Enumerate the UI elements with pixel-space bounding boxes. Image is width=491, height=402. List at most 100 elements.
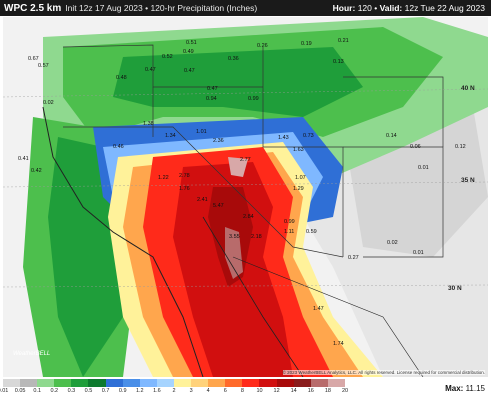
legend-tick: 6 <box>223 388 227 394</box>
valid-label: Valid: <box>379 3 403 13</box>
precip-value-label: 0.01 <box>413 250 424 256</box>
precip-value-label: 1.63 <box>293 147 304 153</box>
legend-swatch <box>327 379 345 387</box>
model-title: WPC 2.5 km <box>4 2 62 14</box>
precipitation-map: 40 N 35 N 30 N WeatherBELL 0.51 0.49 0.52 0… <box>3 17 488 377</box>
max-label: Max: <box>445 384 464 393</box>
legend-tick: 3 <box>189 388 193 394</box>
precip-value-label: 0.48 <box>116 75 127 81</box>
map-graphic <box>3 17 488 377</box>
precip-value-label: 0.99 <box>248 96 259 102</box>
legend-tick: 0.05 <box>14 388 26 394</box>
precip-value-label: 0.47 <box>207 86 218 92</box>
legend-swatch <box>88 379 106 387</box>
legend-swatch <box>242 379 260 387</box>
precip-value-label: 0.52 <box>162 54 173 60</box>
max-number: 11.15 <box>465 384 485 393</box>
legend-tick: 20 <box>341 388 349 394</box>
precip-legend: 0.01 0.05 0.1 0.2 0.3 0.5 0.7 0.9 1.2 1.6 2 3 4 6 8 10 1… <box>0 379 349 401</box>
precip-value-label: 0.21 <box>338 38 349 44</box>
precip-value-label: 0.51 <box>186 40 197 46</box>
legend-tick: 0.5 <box>84 388 93 394</box>
precip-value-label: 1.07 <box>295 175 306 181</box>
precip-value-label: 0.02 <box>43 100 54 106</box>
precip-value-label: 0.49 <box>183 49 194 55</box>
legend-swatch <box>122 379 140 387</box>
precip-value-label: 1.11 <box>284 229 295 235</box>
init-text: Init 12z 17 Aug 2023 • 120-hr Precipitat… <box>65 3 258 13</box>
legend-tick: 0.01 <box>0 388 9 394</box>
legend-tick: 0.2 <box>50 388 59 394</box>
legend-swatch <box>259 379 277 387</box>
precip-value-label: 2.41 <box>197 197 208 203</box>
legend-swatch <box>139 379 157 387</box>
legend-swatch <box>293 379 311 387</box>
precip-value-label: 1.38 <box>143 121 154 127</box>
precip-value-label: 0.67 <box>28 56 39 62</box>
precip-value-label: 0.57 <box>38 63 49 69</box>
legend-swatch <box>105 379 123 387</box>
legend-tick: 2 <box>172 388 176 394</box>
legend-swatch <box>156 379 174 387</box>
precip-value-label: 0.12 <box>455 144 466 150</box>
weatherbell-logo: WeatherBELL <box>13 351 51 357</box>
precip-value-label: 0.41 <box>18 156 29 162</box>
legend-colorbar <box>3 379 345 387</box>
precip-value-label: 0.94 <box>206 96 217 102</box>
precip-value-label: 1.01 <box>196 129 207 135</box>
legend-tick: 18 <box>324 388 331 394</box>
legend-swatch <box>71 379 89 387</box>
precip-value-label: 2.84 <box>243 214 254 220</box>
legend-swatch <box>3 379 21 387</box>
legend-tick: 4 <box>206 388 210 394</box>
precip-value-label: 0.26 <box>257 43 268 49</box>
precip-value-label: 1.76 <box>179 186 190 192</box>
precip-value-label: 0.01 <box>418 165 429 171</box>
precip-value-label: 1.47 <box>313 306 324 312</box>
precip-value-label: 1.34 <box>165 133 176 139</box>
hour-value: 120 <box>357 3 372 13</box>
legend-swatch <box>54 379 72 387</box>
precip-value-label: 0.46 <box>113 144 124 150</box>
hour-label: Hour: <box>332 3 356 13</box>
precip-value-label: 0.19 <box>301 41 312 47</box>
legend-swatch <box>208 379 226 387</box>
precip-value-label: 0.59 <box>306 229 317 235</box>
valid-time: Hour: 120 • Valid: 12z Tue 22 Aug 2023 <box>332 3 485 13</box>
precip-value-label: 0.73 <box>303 133 314 139</box>
legend-tick: 14 <box>290 388 297 394</box>
legend-swatch <box>191 379 209 387</box>
legend-tick: 16 <box>307 388 314 394</box>
legend-swatch <box>20 379 38 387</box>
precip-value-label: 1.29 <box>293 186 304 192</box>
precip-value-label: 2.18 <box>251 234 262 240</box>
precip-value-label: 0.99 <box>284 219 295 225</box>
lat-label-30: 30 N <box>448 285 462 292</box>
legend-tick: 1.2 <box>135 388 144 394</box>
precip-value-label: 0.06 <box>410 144 421 150</box>
precip-value-label: 1.74 <box>333 341 344 347</box>
precip-value-label: 0.14 <box>386 133 397 139</box>
precip-value-label: 0.02 <box>387 240 398 246</box>
precip-value-label: 1.43 <box>278 135 289 141</box>
legend-tick: 8 <box>240 388 244 394</box>
copyright-text: © 2023 WeatherBELL Analytics, LLC. All r… <box>282 370 485 375</box>
precip-value-label: 1.22 <box>158 175 169 181</box>
legend-tick: 0.7 <box>101 388 110 394</box>
legend-tick: 0.9 <box>118 388 127 394</box>
legend-swatch <box>173 379 192 387</box>
precip-value-label: 0.13 <box>333 59 344 65</box>
legend-swatch <box>310 379 328 387</box>
precip-value-label: 5.47 <box>213 203 224 209</box>
lat-label-40: 40 N <box>461 85 475 92</box>
legend-tick: 0.3 <box>67 388 76 394</box>
precip-value-label: 2.78 <box>179 173 190 179</box>
legend-tick: 10 <box>256 388 263 394</box>
map-header: WPC 2.5 km Init 12z 17 Aug 2023 • 120-hr… <box>0 0 491 16</box>
legend-tick-labels: 0.01 0.05 0.1 0.2 0.3 0.5 0.7 0.9 1.2 1.6 2 3 4 6 8 10 1… <box>0 387 349 397</box>
precip-value-label: 0.47 <box>145 67 156 73</box>
precip-value-label: 2.36 <box>213 138 224 144</box>
valid-value: 12z Tue 22 Aug 2023 <box>404 3 485 13</box>
precip-value-label: 0.27 <box>348 255 359 261</box>
legend-tick: 0.1 <box>33 388 42 394</box>
